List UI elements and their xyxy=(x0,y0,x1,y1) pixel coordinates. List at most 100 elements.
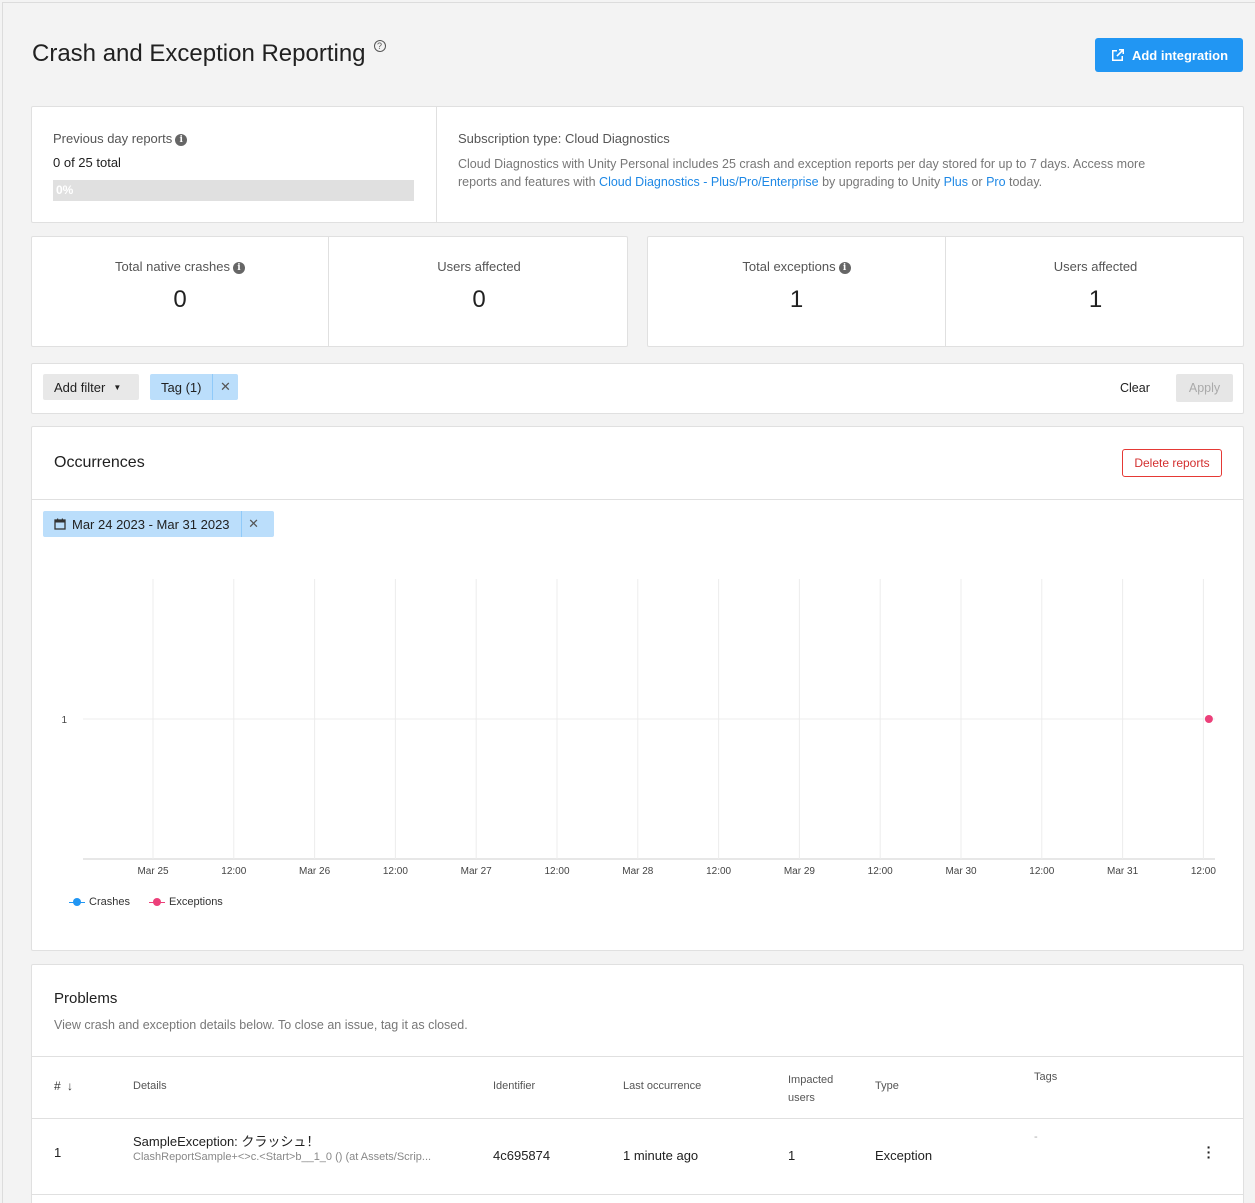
exception-data-point[interactable] xyxy=(1205,715,1213,723)
subscription-text-line1: Cloud Diagnostics with Unity Personal in… xyxy=(458,157,1145,171)
apply-button[interactable]: Apply xyxy=(1176,374,1233,402)
tag-filter-label: Tag (1) xyxy=(150,380,212,395)
subscription-text-a: reports and features with xyxy=(458,175,599,189)
x-tick-label: Mar 30 xyxy=(945,866,976,877)
problem-impacted-users: 1 xyxy=(788,1148,795,1163)
x-tick-label: Mar 28 xyxy=(622,866,653,877)
info-icon[interactable]: i xyxy=(839,262,851,274)
total-exceptions-label-text: Total exceptions xyxy=(742,259,835,274)
total-native-crashes-label-text: Total native crashes xyxy=(115,259,230,274)
previous-day-label: Previous day reports i xyxy=(53,131,187,146)
total-native-crashes-value: 0 xyxy=(32,286,328,314)
column-identifier[interactable]: Identifier xyxy=(493,1080,535,1092)
legend-marker-icon xyxy=(69,898,85,906)
column-number[interactable]: # ↓ xyxy=(54,1079,73,1093)
legend-item[interactable]: Exceptions xyxy=(149,896,223,908)
problem-identifier: 4c695874 xyxy=(493,1148,550,1163)
column-number-label: # xyxy=(54,1079,61,1093)
subscription-text: Cloud Diagnostics with Unity Personal in… xyxy=(458,155,1228,191)
info-icon[interactable]: i xyxy=(233,262,245,274)
column-impacted-users[interactable]: Impacted users xyxy=(788,1071,833,1107)
problem-type: Exception xyxy=(875,1148,932,1163)
legend-item[interactable]: Crashes xyxy=(69,896,130,908)
column-impacted-label-2: users xyxy=(788,1092,815,1104)
add-filter-button[interactable]: Add filter ▼ xyxy=(43,374,139,400)
x-tick-label: 12:00 xyxy=(1029,866,1054,877)
info-icon[interactable]: i xyxy=(175,134,187,146)
total-native-crashes-stat: Total native crashes i 0 xyxy=(32,237,329,346)
y-tick-label: 1 xyxy=(61,715,67,726)
exception-users-affected-label: Users affected xyxy=(946,259,1245,274)
legend-label: Crashes xyxy=(89,896,130,908)
add-integration-button[interactable]: Add integration xyxy=(1095,38,1243,72)
row-number: 1 xyxy=(54,1145,61,1160)
total-exceptions-value: 1 xyxy=(648,286,945,314)
exception-users-affected-stat: Users affected 1 xyxy=(946,237,1245,346)
legend-marker-icon xyxy=(149,898,165,906)
add-filter-label: Add filter xyxy=(54,380,105,395)
usage-progress-text: 0% xyxy=(56,183,73,197)
column-tags[interactable]: Tags xyxy=(1034,1071,1057,1083)
page-title-text: Crash and Exception Reporting xyxy=(32,40,366,68)
crash-users-affected-value: 0 xyxy=(329,286,629,314)
subscription-panel: Subscription type: Cloud Diagnostics Clo… xyxy=(458,131,1228,191)
column-last-occurrence[interactable]: Last occurrence xyxy=(623,1080,701,1092)
filter-bar: Add filter ▼ Tag (1) ✕ Clear Apply xyxy=(31,363,1244,414)
occurrences-card: Occurrences Delete reports Mar 24 2023 -… xyxy=(31,426,1244,951)
problem-title-link[interactable]: SampleException: クラッシュ！ xyxy=(133,1131,319,1150)
external-link-icon xyxy=(1110,47,1126,63)
x-tick-label: Mar 31 xyxy=(1107,866,1138,877)
previous-day-panel: Previous day reports i 0 of 25 total 0% xyxy=(32,107,437,222)
close-icon[interactable]: ✕ xyxy=(212,374,237,400)
problems-subtitle: View crash and exception details below. … xyxy=(54,1018,468,1032)
total-exceptions-label: Total exceptions i xyxy=(648,259,945,274)
total-text: 0 of 25 total xyxy=(53,155,121,170)
x-tick-label: 12:00 xyxy=(221,866,246,877)
x-tick-label: 12:00 xyxy=(383,866,408,877)
x-tick-label: 12:00 xyxy=(544,866,569,877)
occurrences-chart: 1 xyxy=(32,427,1245,927)
sort-down-icon: ↓ xyxy=(67,1079,73,1093)
exception-stats-card: Total exceptions i 1 Users affected 1 xyxy=(647,236,1244,347)
x-tick-label: 12:00 xyxy=(1191,866,1216,877)
table-row[interactable]: 1 SampleException: クラッシュ！ ClashReportSam… xyxy=(32,1119,1243,1195)
crash-stats-card: Total native crashes i 0 Users affected 0 xyxy=(31,236,628,347)
column-type[interactable]: Type xyxy=(875,1080,899,1092)
x-tick-label: Mar 26 xyxy=(299,866,330,877)
x-tick-label: 12:00 xyxy=(706,866,731,877)
column-impacted-label-1: Impacted xyxy=(788,1074,833,1086)
x-tick-label: Mar 25 xyxy=(137,866,168,877)
cloud-diagnostics-link[interactable]: Cloud Diagnostics - Plus/Pro/Enterprise xyxy=(599,175,819,189)
crash-users-affected-stat: Users affected 0 xyxy=(329,237,629,346)
total-exceptions-stat: Total exceptions i 1 xyxy=(648,237,946,346)
add-integration-label: Add integration xyxy=(1132,48,1228,63)
pro-link[interactable]: Pro xyxy=(986,175,1005,189)
clear-button[interactable]: Clear xyxy=(1120,381,1150,395)
usage-card: Previous day reports i 0 of 25 total 0% S… xyxy=(31,106,1244,223)
exception-users-affected-value: 1 xyxy=(946,286,1245,314)
problems-card: Problems View crash and exception detail… xyxy=(31,964,1244,1203)
x-tick-label: Mar 29 xyxy=(784,866,815,877)
crash-users-affected-label: Users affected xyxy=(329,259,629,274)
tag-filter-chip[interactable]: Tag (1) ✕ xyxy=(150,374,238,400)
legend-label: Exceptions xyxy=(169,896,223,908)
total-native-crashes-label: Total native crashes i xyxy=(32,259,328,274)
caret-down-icon: ▼ xyxy=(113,383,121,392)
problem-tags[interactable]: - xyxy=(1034,1131,1038,1143)
divider xyxy=(32,1056,1243,1057)
problem-detail: ClashReportSample+<>c.<Start>b__1_0 () (… xyxy=(133,1151,431,1163)
previous-day-label-text: Previous day reports xyxy=(53,131,172,146)
subscription-text-b: by upgrading to Unity xyxy=(819,175,944,189)
subscription-today: today. xyxy=(1006,175,1043,189)
problem-last-occurrence: 1 minute ago xyxy=(623,1148,698,1163)
help-icon[interactable]: ? xyxy=(374,40,386,52)
plus-link[interactable]: Plus xyxy=(944,175,968,189)
more-options-icon[interactable]: · · · xyxy=(1204,1145,1214,1160)
page-title: Crash and Exception Reporting ? xyxy=(32,40,386,68)
problems-title: Problems xyxy=(54,990,117,1007)
usage-progress-bar: 0% xyxy=(53,180,414,201)
x-tick-label: 12:00 xyxy=(868,866,893,877)
subscription-or: or xyxy=(968,175,986,189)
column-details[interactable]: Details xyxy=(133,1080,167,1092)
x-tick-label: Mar 27 xyxy=(461,866,492,877)
